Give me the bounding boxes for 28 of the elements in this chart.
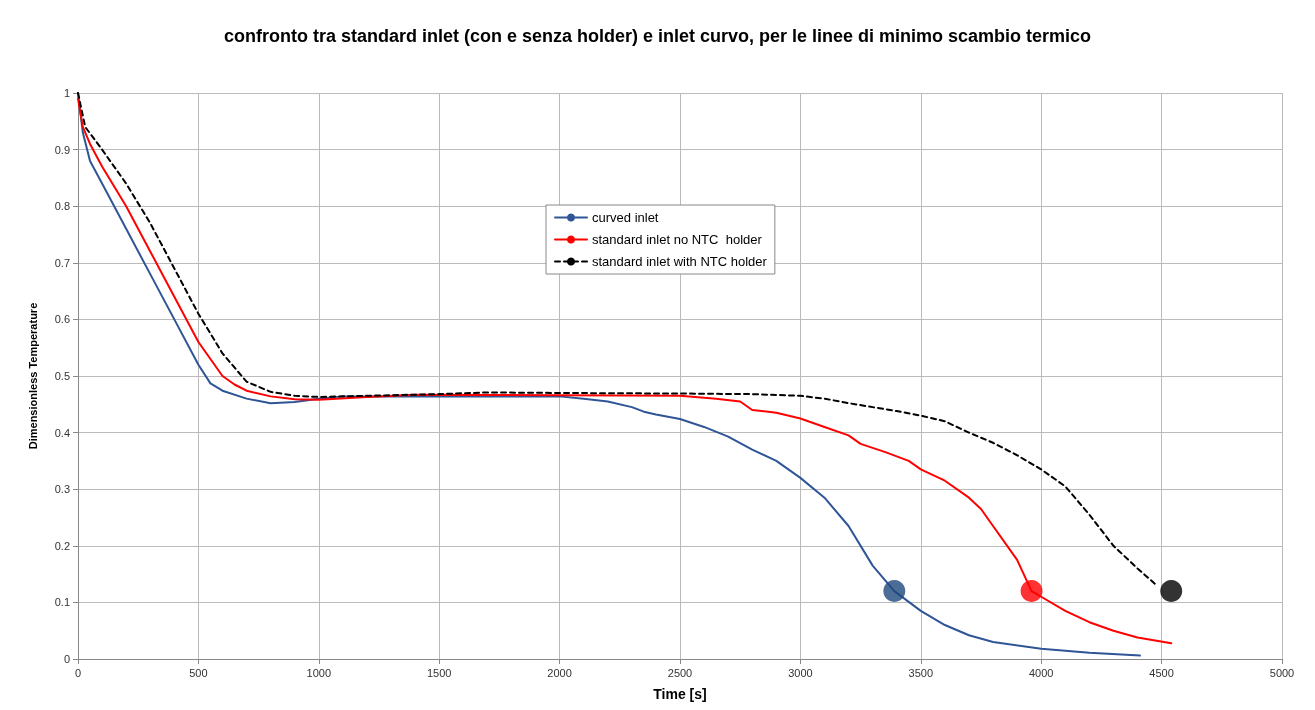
x-tick-label: 5000 (1269, 666, 1295, 679)
y-tick-label: 0.3 (54, 483, 70, 496)
y-tick-label: 0.2 (54, 539, 70, 552)
y-axis-title: Dimensionless Temperature (26, 302, 39, 450)
x-tick-label: 4500 (1149, 666, 1174, 679)
x-tick-label: 4000 (1028, 666, 1054, 679)
y-tick-label: 0.5 (54, 370, 70, 382)
x-tick-label: 0 (74, 666, 82, 679)
y-tick-label: 0.8 (54, 200, 70, 213)
x-tick-label: 2000 (547, 666, 572, 679)
x-axis-title: Time [s] (653, 686, 707, 702)
y-tick-label: 1 (63, 87, 70, 99)
legend-label: standard inlet no NTC holder (592, 232, 763, 247)
x-tick-label: 500 (189, 666, 208, 679)
x-tick-label: 3500 (908, 666, 934, 679)
x-tick-label: 1500 (426, 666, 452, 679)
y-tick-label: 0.6 (54, 313, 70, 326)
legend-label: curved inlet (592, 210, 659, 225)
y-tick-label: 0 (63, 653, 70, 665)
x-tick-label: 2500 (667, 666, 693, 679)
y-tick-label: 0.1 (54, 596, 70, 609)
legend-label: standard inlet with NTC holder (592, 254, 768, 269)
y-tick-label: 0.9 (54, 143, 70, 156)
x-tick-label: 3000 (788, 666, 813, 679)
chart-title: confronto tra standard inlet (con e senza holder) e inlet curvo, per le linee di minimo scambio termico (223, 26, 1092, 46)
x-tick-label: 1000 (306, 666, 332, 679)
y-tick-label: 0.4 (54, 426, 70, 439)
y-tick-label: 0.7 (54, 256, 70, 269)
